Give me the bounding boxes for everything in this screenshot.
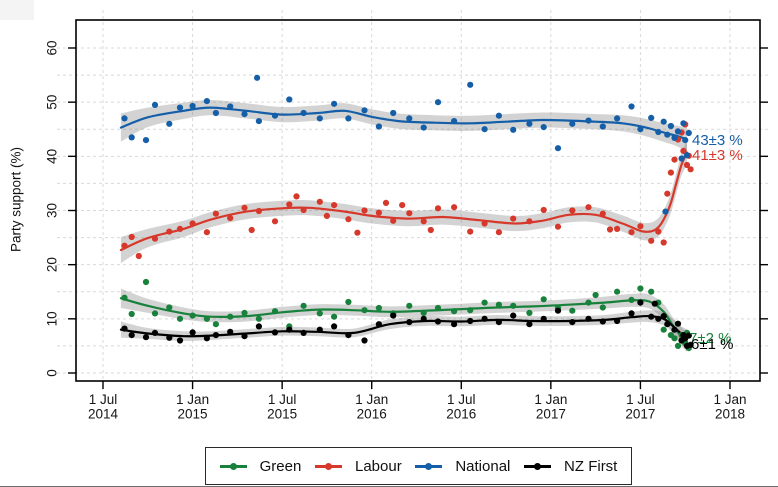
- svg-text:1 Jul: 1 Jul: [626, 392, 655, 407]
- svg-text:2018: 2018: [715, 407, 745, 422]
- svg-text:1 Jul: 1 Jul: [447, 392, 476, 407]
- svg-text:2017: 2017: [536, 407, 566, 422]
- axis-ticks: [68, 47, 768, 389]
- svg-text:2015: 2015: [267, 407, 297, 422]
- green-line-marker-icon: [219, 462, 247, 470]
- svg-text:0: 0: [45, 369, 60, 377]
- svg-text:30: 30: [45, 203, 60, 218]
- trend-lines: [119, 106, 689, 343]
- svg-text:1 Jan: 1 Jan: [176, 392, 209, 407]
- annotation-nzfirst: 6±1 %: [691, 336, 734, 353]
- legend: Green Labour National NZ First: [205, 447, 632, 485]
- annotation-green: 7±2 %: [689, 330, 732, 347]
- svg-text:10: 10: [45, 311, 60, 326]
- y-axis-title: Party support (%): [8, 146, 24, 253]
- legend-item-national: National: [415, 458, 510, 475]
- svg-text:20: 20: [45, 257, 60, 272]
- svg-text:2016: 2016: [357, 407, 387, 422]
- legend-label-green: Green: [259, 457, 302, 475]
- legend-label-labour: Labour: [354, 457, 402, 475]
- legend-item-green: Green: [219, 457, 302, 475]
- annotation-labour: 41±3 %: [692, 147, 743, 164]
- confidence-bands: [120, 99, 687, 352]
- labour-line-marker-icon: [314, 462, 342, 470]
- legend-label-national: National: [455, 457, 511, 475]
- svg-text:1 Jan: 1 Jan: [713, 392, 746, 407]
- svg-text:2017: 2017: [625, 407, 655, 422]
- svg-text:2014: 2014: [88, 407, 119, 422]
- svg-text:60: 60: [45, 40, 60, 55]
- svg-text:1 Jul: 1 Jul: [268, 392, 297, 407]
- svg-text:1 Jul: 1 Jul: [89, 392, 118, 407]
- nzfirst-line-marker-icon: [524, 462, 552, 470]
- svg-text:1 Jan: 1 Jan: [534, 392, 567, 407]
- legend-label-nzfirst: NZ First: [564, 457, 618, 475]
- svg-text:50: 50: [45, 95, 60, 110]
- plot-box: [75, 19, 761, 382]
- gridlines: [57, 10, 770, 390]
- poll-points: [121, 74, 694, 352]
- legend-item-nzfirst: NZ First: [524, 458, 617, 475]
- svg-text:2015: 2015: [178, 407, 208, 422]
- national-line-marker-icon: [415, 462, 443, 470]
- annotation-national: 43±3 %: [692, 132, 743, 149]
- screenshot-artifact: [0, 0, 34, 20]
- svg-text:2016: 2016: [446, 407, 476, 422]
- svg-text:40: 40: [45, 149, 60, 164]
- legend-item-labour: Labour: [314, 457, 402, 475]
- svg-text:1 Jan: 1 Jan: [355, 392, 388, 407]
